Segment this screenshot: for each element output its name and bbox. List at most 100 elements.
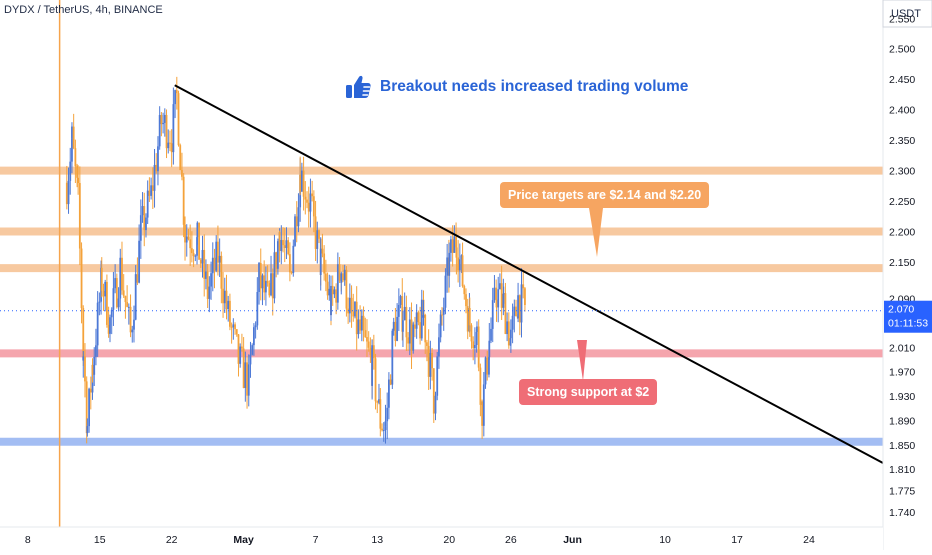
candle <box>201 235 204 278</box>
candle <box>460 254 463 274</box>
price-tick: 1.850 <box>889 440 915 452</box>
candle <box>160 111 163 137</box>
trendline[interactable] <box>174 84 884 464</box>
candle <box>388 372 390 420</box>
candle <box>374 353 377 410</box>
candle <box>499 273 501 290</box>
candle <box>488 356 490 378</box>
candle <box>259 248 262 301</box>
candle <box>264 266 267 306</box>
candle <box>208 276 211 313</box>
candle <box>300 162 303 193</box>
support-pointer <box>577 340 587 381</box>
candle <box>439 311 442 343</box>
time-axis-bg <box>0 527 883 550</box>
candle <box>520 268 523 338</box>
candle <box>306 191 308 209</box>
candle <box>517 282 519 323</box>
time-tick: 7 <box>313 534 319 546</box>
candle <box>379 388 382 437</box>
price-tick: 2.550 <box>889 13 915 25</box>
price-targets-note: Price targets are $2.14 and $2.20 <box>500 182 710 208</box>
candle <box>326 272 329 300</box>
candle <box>294 214 296 247</box>
candle <box>463 284 466 300</box>
price-tick: 2.500 <box>889 44 915 56</box>
countdown-label: 01:11:53 <box>888 318 928 330</box>
candle <box>479 363 482 417</box>
candles <box>65 76 526 444</box>
candle <box>442 297 445 331</box>
candle <box>348 283 351 323</box>
candle <box>198 222 200 260</box>
candle <box>513 299 516 333</box>
candle <box>500 265 503 320</box>
candle <box>426 339 428 362</box>
candle <box>146 180 149 224</box>
candle <box>429 340 432 390</box>
candle <box>169 130 171 152</box>
candle <box>199 258 202 268</box>
candle <box>151 167 154 209</box>
candle <box>312 190 315 233</box>
time-tick: 13 <box>371 534 383 546</box>
candle <box>324 259 327 292</box>
candle <box>71 122 73 146</box>
axis-currency[interactable]: USDT <box>891 8 921 20</box>
candle <box>333 286 336 299</box>
time-axis[interactable]: 8 15 22 May 7 13 20 26 Jun 10 17 24 <box>0 526 883 550</box>
candle <box>271 268 274 316</box>
candle <box>126 285 129 308</box>
candle <box>167 129 170 154</box>
candle <box>461 242 464 288</box>
candle <box>465 288 467 314</box>
candle <box>150 177 153 200</box>
candle <box>266 265 269 287</box>
candle <box>311 180 314 202</box>
time-tick: 15 <box>94 534 106 546</box>
candle <box>163 108 166 137</box>
candle <box>355 286 358 351</box>
trendline-group <box>174 84 884 464</box>
candle <box>410 302 413 369</box>
candle <box>256 277 259 330</box>
time-tick: 8 <box>25 534 31 546</box>
candle <box>446 243 449 293</box>
time-tick: 26 <box>505 534 517 546</box>
candle <box>506 312 509 342</box>
candle <box>232 318 235 340</box>
candle <box>323 245 326 281</box>
candle <box>299 156 302 196</box>
candle <box>157 136 159 186</box>
candle <box>522 270 525 299</box>
price-tick: 2.350 <box>889 135 915 147</box>
candle <box>181 152 183 181</box>
candle <box>223 277 226 314</box>
candle <box>67 167 70 214</box>
candle <box>247 354 250 407</box>
candle <box>309 178 312 214</box>
candle <box>389 374 392 386</box>
candle <box>457 240 460 283</box>
candle <box>215 235 218 273</box>
candle <box>121 241 123 295</box>
price-tick: 2.250 <box>889 196 915 208</box>
candle <box>270 255 272 297</box>
candle <box>187 228 190 241</box>
candle <box>431 347 433 381</box>
candle <box>211 242 214 292</box>
price-axis-bg <box>883 0 932 550</box>
candle <box>165 109 168 159</box>
candle <box>283 227 286 263</box>
candle <box>444 268 447 315</box>
candle <box>227 295 230 322</box>
symbol-title[interactable]: DYDX / TetherUS, 4h, BINANCE <box>4 4 163 16</box>
candle <box>86 418 89 437</box>
candle <box>129 294 132 338</box>
candle <box>343 264 346 286</box>
price-tick: 2.300 <box>889 166 915 178</box>
candle <box>170 129 173 168</box>
